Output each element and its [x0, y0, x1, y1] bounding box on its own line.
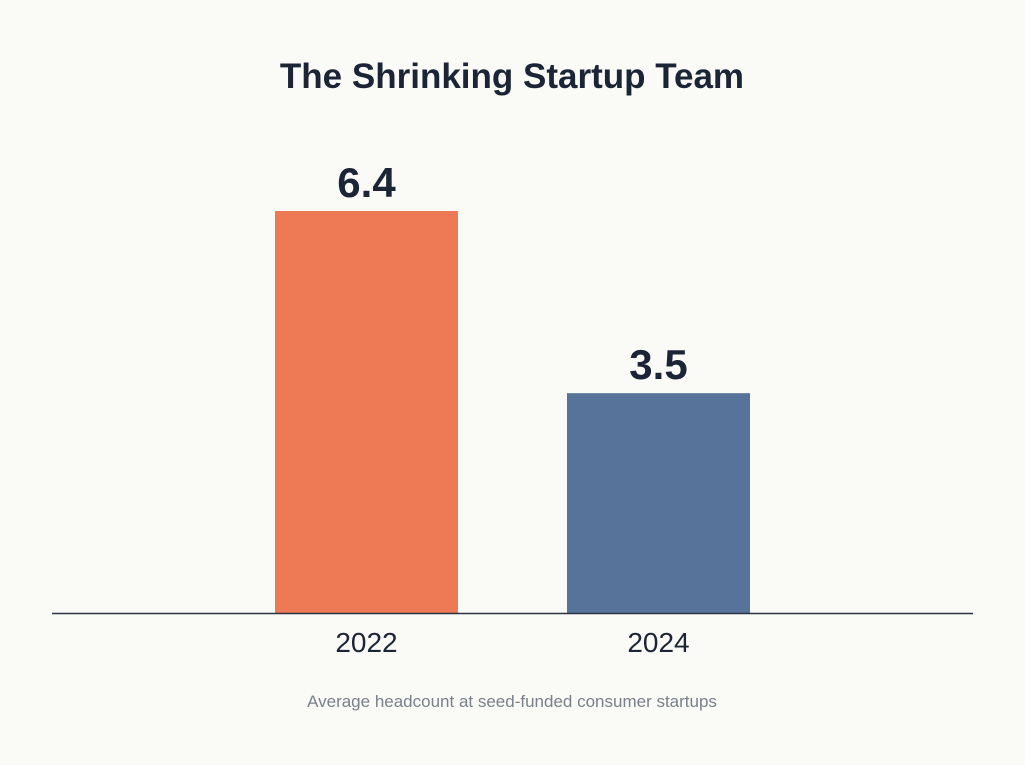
data-label-2024: 3.5: [629, 341, 687, 388]
chart-caption: Average headcount at seed-funded consume…: [307, 692, 717, 711]
bars-group: 6.4 2022 3.5 2024: [275, 159, 750, 658]
x-tick-label-2024: 2024: [627, 627, 689, 658]
bar-2022: [275, 211, 458, 613]
chart-title: The Shrinking Startup Team: [280, 57, 744, 96]
data-label-2022: 6.4: [337, 159, 396, 206]
bar-2024: [567, 393, 750, 613]
x-tick-label-2022: 2022: [335, 627, 397, 658]
